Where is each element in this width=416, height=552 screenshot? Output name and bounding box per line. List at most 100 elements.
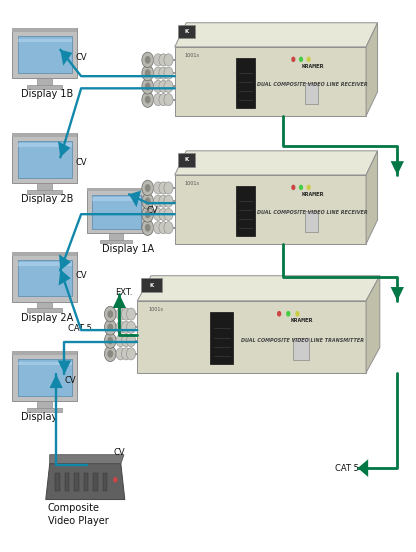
Bar: [55, 473, 60, 491]
Circle shape: [145, 96, 151, 104]
Polygon shape: [50, 374, 63, 388]
Bar: [17, 259, 72, 296]
Bar: [37, 183, 52, 190]
Bar: [27, 408, 62, 412]
Bar: [12, 133, 77, 137]
Bar: [109, 233, 124, 240]
Circle shape: [159, 195, 168, 207]
Circle shape: [113, 477, 117, 482]
Bar: [74, 473, 79, 491]
Polygon shape: [129, 190, 141, 207]
Text: KRAMER: KRAMER: [301, 192, 324, 197]
Circle shape: [159, 182, 168, 194]
Circle shape: [116, 335, 125, 347]
Text: K: K: [185, 29, 189, 34]
Circle shape: [154, 195, 163, 207]
Bar: [12, 252, 77, 256]
Bar: [305, 83, 318, 104]
Bar: [87, 188, 146, 233]
Circle shape: [104, 320, 116, 335]
Bar: [178, 25, 196, 39]
Circle shape: [126, 308, 136, 320]
Polygon shape: [366, 23, 378, 116]
Text: K: K: [185, 157, 189, 162]
Polygon shape: [175, 47, 366, 116]
Circle shape: [164, 208, 173, 220]
Circle shape: [154, 182, 163, 194]
Polygon shape: [59, 269, 71, 285]
Polygon shape: [175, 175, 366, 244]
Circle shape: [142, 65, 154, 81]
Circle shape: [154, 67, 163, 79]
Text: Display: Display: [21, 412, 57, 422]
Bar: [65, 473, 69, 491]
Circle shape: [159, 67, 168, 79]
Circle shape: [164, 182, 173, 194]
Circle shape: [286, 311, 290, 317]
Bar: [84, 473, 89, 491]
Circle shape: [107, 350, 113, 358]
Circle shape: [291, 184, 295, 190]
Circle shape: [154, 93, 163, 106]
Bar: [12, 252, 77, 301]
Circle shape: [145, 211, 151, 219]
Polygon shape: [46, 464, 125, 500]
Bar: [37, 301, 52, 309]
Polygon shape: [391, 287, 404, 301]
Circle shape: [145, 56, 151, 63]
Bar: [37, 401, 52, 408]
Circle shape: [295, 311, 300, 317]
Circle shape: [142, 193, 154, 209]
Polygon shape: [113, 294, 126, 308]
Bar: [236, 58, 255, 108]
Circle shape: [142, 92, 154, 107]
Text: CAT 5: CAT 5: [68, 324, 92, 333]
Circle shape: [299, 56, 303, 62]
Circle shape: [104, 346, 116, 362]
Text: EXT.: EXT.: [115, 288, 133, 297]
Bar: [12, 352, 77, 401]
Text: CV: CV: [75, 53, 87, 62]
Text: CV: CV: [114, 448, 126, 457]
Circle shape: [159, 80, 168, 92]
Polygon shape: [137, 275, 380, 301]
Circle shape: [104, 306, 116, 322]
Text: K: K: [150, 283, 154, 288]
Polygon shape: [366, 151, 378, 244]
Bar: [236, 186, 255, 236]
Bar: [12, 133, 77, 183]
Circle shape: [145, 184, 151, 192]
Bar: [17, 39, 72, 43]
Bar: [12, 28, 77, 78]
Circle shape: [145, 82, 151, 90]
Circle shape: [107, 323, 113, 331]
Bar: [17, 144, 72, 147]
Circle shape: [154, 221, 163, 234]
Circle shape: [121, 335, 131, 347]
Polygon shape: [358, 459, 368, 477]
Bar: [27, 85, 62, 89]
Circle shape: [159, 93, 168, 106]
Circle shape: [142, 52, 154, 67]
Text: DUAL COMPOSITE VIDEO LINE TRANSMITTER: DUAL COMPOSITE VIDEO LINE TRANSMITTER: [240, 338, 364, 343]
Circle shape: [307, 184, 311, 190]
Circle shape: [107, 310, 113, 318]
Bar: [12, 351, 77, 355]
Bar: [37, 78, 52, 86]
Text: Display 1A: Display 1A: [102, 244, 154, 254]
Polygon shape: [366, 275, 380, 373]
Circle shape: [164, 93, 173, 106]
Circle shape: [154, 80, 163, 92]
Polygon shape: [175, 151, 378, 175]
Circle shape: [116, 321, 125, 333]
Text: DUAL COMPOSITE VIDEO LINE RECEIVER: DUAL COMPOSITE VIDEO LINE RECEIVER: [257, 210, 368, 215]
Text: CV: CV: [75, 158, 87, 167]
Text: 1001s: 1001s: [184, 52, 199, 58]
Bar: [103, 473, 107, 491]
Polygon shape: [175, 23, 378, 47]
Bar: [178, 153, 196, 167]
Circle shape: [159, 221, 168, 234]
Bar: [17, 362, 72, 365]
Circle shape: [154, 54, 163, 66]
Circle shape: [164, 80, 173, 92]
